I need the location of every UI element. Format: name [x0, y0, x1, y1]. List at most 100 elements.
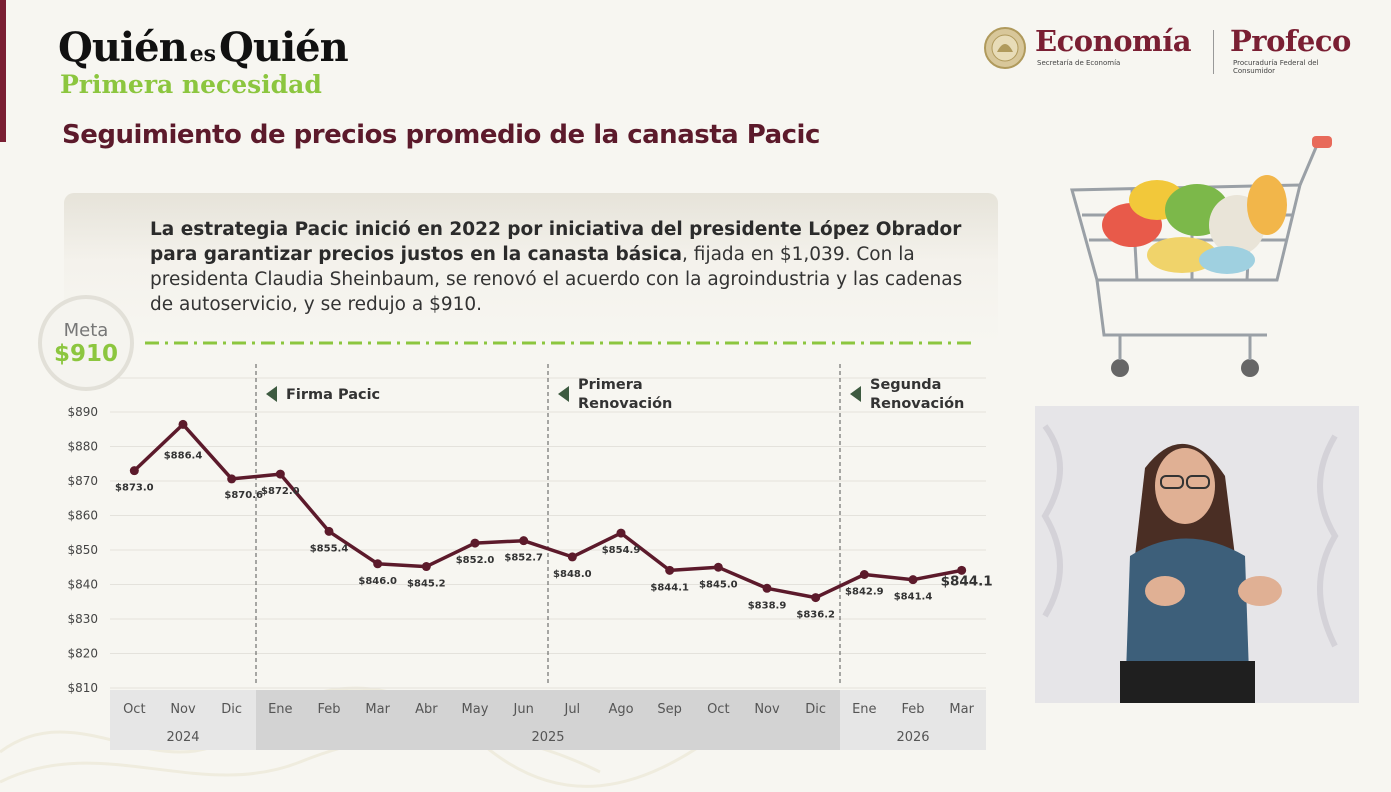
- info-text-bold: La estrategia Pacic inició en 2022 por i…: [150, 219, 962, 265]
- x-tick-label: May: [462, 702, 489, 717]
- goal-label: Meta: [63, 320, 109, 341]
- x-tick-label: Dic: [221, 702, 242, 717]
- data-point: [129, 466, 139, 476]
- x-tick-label: Dic: [805, 702, 826, 717]
- data-label: $842.9: [845, 586, 884, 597]
- year-label: 2026: [896, 730, 929, 745]
- x-tick-label: Feb: [317, 702, 340, 717]
- profeco-logo: Profeco: [1230, 24, 1351, 58]
- y-tick-label: $890: [67, 405, 98, 419]
- milestone-arrow-icon: [266, 386, 277, 402]
- data-point: [762, 583, 772, 593]
- x-tick-label: Feb: [901, 702, 924, 717]
- data-point: [713, 562, 723, 572]
- x-tick-label: Ene: [268, 702, 292, 717]
- data-point: [957, 565, 967, 575]
- x-tick-label: Oct: [123, 702, 145, 717]
- data-label: $854.9: [602, 545, 641, 556]
- sign-language-interpreter-video: [1035, 406, 1359, 703]
- milestone-label: Renovación: [870, 396, 964, 412]
- data-point: [421, 562, 431, 572]
- data-label: $870.6: [224, 490, 263, 501]
- x-tick-label: Ene: [852, 702, 876, 717]
- year-band: [840, 690, 986, 750]
- logo-subtitle: Primera necesidad: [60, 70, 322, 99]
- data-point: [324, 526, 334, 536]
- data-label: $852.7: [504, 553, 543, 564]
- data-label: $846.0: [358, 576, 397, 587]
- data-label: $845.0: [699, 579, 738, 590]
- y-tick-label: $820: [67, 647, 98, 661]
- data-point: [811, 593, 821, 603]
- data-point: [567, 552, 577, 562]
- y-tick-label: $880: [67, 440, 98, 454]
- data-label: $855.4: [310, 543, 349, 554]
- data-point: [616, 528, 626, 538]
- logo-divider: [1213, 30, 1214, 74]
- year-band: [110, 690, 256, 750]
- milestone-arrow-icon: [558, 386, 569, 402]
- price-line-chart: $890 $880 $870 $860 $850 $840 $830 $820 $810 2024…: [67, 341, 993, 750]
- data-label: $845.2: [407, 579, 446, 590]
- accent-stripe: [0, 0, 6, 142]
- x-tick-label: Ago: [608, 702, 633, 717]
- data-point: [178, 419, 188, 429]
- profeco-subtitle: Procuraduría Federal del Consumidor: [1233, 59, 1319, 75]
- data-point: [859, 569, 869, 579]
- data-point: [908, 575, 918, 585]
- data-label: $872.0: [261, 486, 300, 497]
- y-tick-label: $810: [67, 681, 98, 695]
- y-tick-label: $840: [67, 578, 98, 592]
- data-point: [665, 565, 675, 575]
- government-logos: Economía Secretaría de Economía Profeco …: [983, 24, 1363, 80]
- x-tick-label: Sep: [657, 702, 682, 717]
- goal-badge: Meta $910: [38, 295, 134, 391]
- y-tick-label: $870: [67, 474, 98, 488]
- data-label: $852.0: [456, 555, 495, 566]
- y-tick-label: $850: [67, 543, 98, 557]
- data-point: [519, 536, 529, 546]
- milestone-label: Primera: [578, 377, 643, 393]
- milestone-label: Segunda: [870, 377, 941, 393]
- x-tick-label: Mar: [365, 702, 390, 717]
- data-label: $848.0: [553, 569, 592, 580]
- shopping-cart-icon: [1070, 136, 1332, 377]
- data-label: $841.4: [894, 592, 933, 603]
- x-tick-label: Jun: [513, 702, 534, 717]
- year-label: 2025: [531, 730, 564, 745]
- x-tick-label: Jul: [563, 702, 580, 717]
- data-label: $873.0: [115, 483, 154, 494]
- economia-subtitle: Secretaría de Economía: [1037, 59, 1121, 67]
- data-label: $836.2: [796, 610, 835, 621]
- national-seal-icon: [984, 27, 1026, 69]
- data-label: $886.4: [164, 450, 203, 461]
- y-tick-label: $860: [67, 509, 98, 523]
- info-box: [64, 193, 998, 345]
- x-tick-label: Oct: [707, 702, 729, 717]
- data-label: $844.1: [650, 582, 689, 593]
- logo-title: Quién esQuién: [58, 24, 349, 71]
- data-point: [227, 474, 237, 484]
- series-line: [133, 422, 963, 600]
- y-tick-label: $830: [67, 612, 98, 626]
- info-text-rest: , fijada en $1,039. Con la presidenta Cl…: [150, 244, 963, 315]
- economia-logo: Economía: [1035, 24, 1192, 58]
- page-title: Seguimiento de precios promedio de la ca…: [62, 120, 820, 150]
- data-label: $844.1: [941, 573, 993, 589]
- milestone-arrow-icon: [850, 386, 861, 402]
- data-point: [275, 469, 285, 479]
- info-text: La estrategia Pacic inició en 2022 por i…: [150, 217, 970, 317]
- goal-value: $910: [53, 341, 118, 367]
- data-point: [373, 559, 383, 569]
- x-tick-label: Abr: [415, 702, 438, 717]
- data-point: [470, 538, 480, 548]
- year-band: [256, 690, 840, 750]
- data-label: $838.9: [748, 600, 787, 611]
- milestone-label: Firma Pacic: [286, 387, 380, 403]
- x-tick-label: Nov: [170, 702, 196, 717]
- x-tick-label: Mar: [949, 702, 974, 717]
- interpreter-figure: [1035, 406, 1359, 703]
- milestone-label: Renovación: [578, 396, 672, 412]
- year-label: 2024: [166, 730, 199, 745]
- x-tick-label: Nov: [754, 702, 780, 717]
